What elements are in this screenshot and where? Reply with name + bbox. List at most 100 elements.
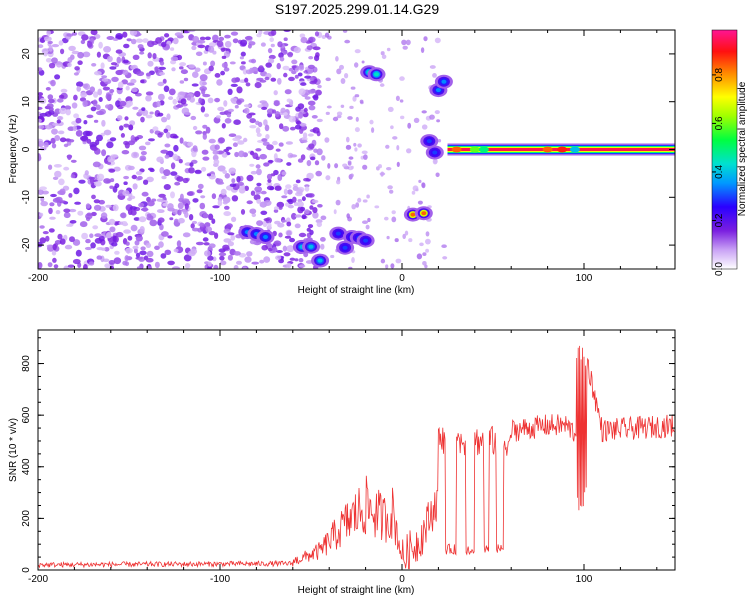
noise-blob bbox=[288, 115, 296, 123]
noise-blob bbox=[369, 119, 374, 125]
noise-blob bbox=[46, 103, 54, 109]
colorbar: 0.0 0.2 0.4 0.6 0.8 Normalized spectral ampl… bbox=[711, 29, 748, 276]
noise-blob bbox=[274, 185, 282, 191]
noise-blob bbox=[77, 210, 84, 216]
noise-blob bbox=[421, 110, 427, 114]
noise-blob bbox=[278, 142, 284, 147]
noise-blob bbox=[232, 142, 238, 147]
noise-blob bbox=[352, 95, 357, 102]
noise-blob bbox=[189, 162, 194, 168]
noise-blob bbox=[140, 116, 145, 123]
noise-blob bbox=[269, 186, 275, 191]
noise-blob bbox=[347, 116, 353, 120]
noise-blob bbox=[48, 164, 53, 170]
noise-blob bbox=[90, 242, 96, 249]
noise-blob bbox=[384, 216, 389, 221]
noise-blob bbox=[366, 194, 370, 199]
noise-blob bbox=[60, 48, 65, 55]
noise-blob bbox=[103, 129, 112, 136]
noise-blob bbox=[287, 189, 293, 195]
noise-blob bbox=[147, 200, 155, 207]
noise-blob bbox=[128, 124, 134, 131]
noise-blob bbox=[104, 263, 111, 269]
noise-blob bbox=[200, 106, 206, 113]
noise-blob bbox=[335, 199, 341, 206]
snr-ylabel: SNR (10 * v/v) bbox=[8, 418, 19, 482]
noise-blob bbox=[224, 40, 232, 48]
noise-blob bbox=[149, 111, 154, 115]
noise-blob bbox=[217, 165, 226, 172]
noise-blob bbox=[307, 100, 316, 106]
noise-blob bbox=[127, 100, 133, 107]
noise-blob bbox=[286, 262, 292, 269]
noise-blob bbox=[396, 161, 400, 167]
noise-blob bbox=[57, 130, 65, 135]
noise-blob bbox=[425, 238, 431, 245]
noise-blob bbox=[73, 94, 78, 101]
noise-blob bbox=[197, 39, 206, 44]
noise-blob bbox=[126, 82, 135, 86]
noise-blob bbox=[286, 98, 292, 103]
noise-blob bbox=[244, 256, 252, 263]
noise-blob bbox=[269, 37, 275, 43]
noise-blob bbox=[425, 248, 429, 253]
noise-blob bbox=[55, 196, 63, 203]
noise-blob bbox=[216, 181, 225, 185]
noise-blob bbox=[168, 96, 174, 100]
noise-blob bbox=[437, 139, 442, 143]
noise-blob bbox=[298, 111, 304, 119]
noise-blob bbox=[179, 62, 187, 67]
noise-blob bbox=[166, 131, 171, 139]
noise-blob bbox=[177, 202, 184, 210]
noise-blob bbox=[286, 230, 292, 236]
noise-blob bbox=[114, 183, 120, 189]
noise-blob bbox=[402, 45, 408, 50]
y-tick-label: 20 bbox=[21, 48, 32, 60]
noise-blob bbox=[113, 257, 122, 265]
y-tick-label: -20 bbox=[21, 237, 32, 252]
noise-blob bbox=[230, 31, 239, 36]
noise-blob bbox=[263, 162, 270, 167]
noise-blob bbox=[325, 111, 330, 115]
noise-blob bbox=[279, 123, 284, 130]
noise-blob bbox=[162, 78, 167, 84]
noise-blob bbox=[177, 217, 185, 224]
noise-blob bbox=[38, 189, 44, 195]
noise-blob bbox=[123, 59, 129, 64]
noise-blob bbox=[57, 116, 64, 121]
noise-blob bbox=[57, 233, 63, 240]
noise-blob bbox=[187, 141, 194, 147]
noise-blob bbox=[71, 32, 78, 36]
noise-blob bbox=[267, 48, 273, 54]
noise-blob bbox=[93, 204, 102, 211]
noise-blob bbox=[278, 205, 283, 210]
noise-blob bbox=[85, 203, 91, 209]
noise-blob bbox=[71, 50, 80, 55]
noise-blob bbox=[164, 33, 170, 38]
noise-blob bbox=[59, 137, 67, 143]
noise-blob bbox=[306, 227, 311, 232]
noise-blob bbox=[158, 93, 165, 101]
noise-blob bbox=[265, 62, 273, 68]
noise-blob bbox=[296, 120, 302, 125]
noise-blob bbox=[263, 200, 272, 206]
noise-blob bbox=[354, 62, 359, 68]
noise-blob bbox=[303, 177, 310, 182]
noise-blob bbox=[109, 185, 114, 189]
noise-blob bbox=[104, 247, 110, 252]
noise-blob bbox=[172, 98, 178, 105]
noise-blob bbox=[146, 213, 152, 218]
noise-blob bbox=[94, 71, 102, 76]
noise-blob bbox=[300, 82, 307, 86]
noise-blob bbox=[273, 206, 280, 210]
noise-blob bbox=[263, 218, 270, 222]
noise-blob bbox=[249, 163, 255, 167]
noise-blob bbox=[362, 199, 368, 203]
signal-blob bbox=[363, 238, 369, 243]
noise-blob bbox=[109, 137, 117, 142]
noise-blob bbox=[298, 64, 305, 71]
noise-blob bbox=[140, 79, 145, 84]
noise-blob bbox=[120, 133, 125, 138]
